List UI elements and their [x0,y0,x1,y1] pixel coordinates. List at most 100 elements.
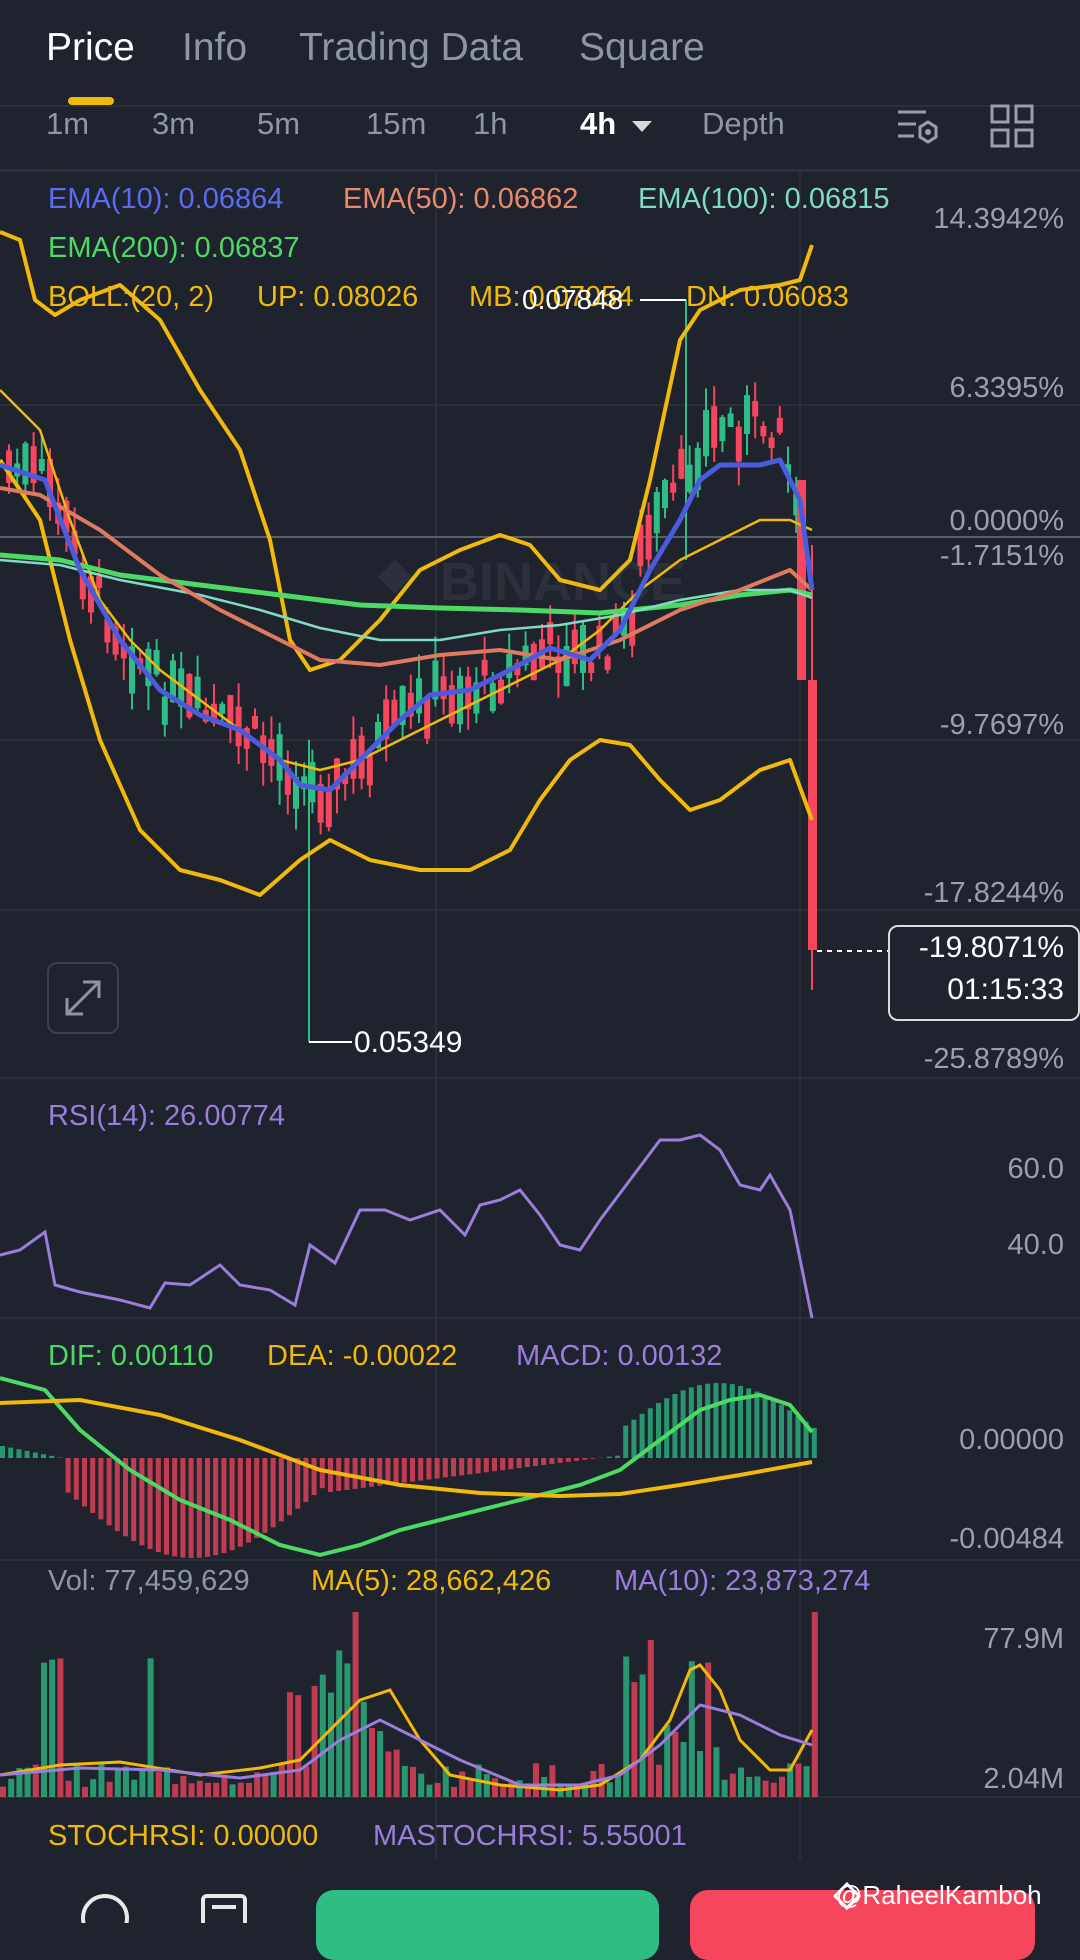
axis-label: 14.3942% [933,203,1064,236]
macd-bar [771,1400,776,1458]
candle [654,492,660,533]
volume-bar [279,1763,285,1797]
orders-icon [203,1896,245,1923]
macd-bar [533,1458,538,1466]
chat-icon [83,1896,127,1923]
macd-bar [172,1458,177,1556]
volume-bar [197,1781,203,1797]
volume-bar [41,1663,47,1797]
macd-bar [574,1458,579,1461]
volume-bar [213,1783,219,1797]
macd-bar [369,1458,374,1487]
indicator-lines [0,232,812,895]
volume-bar [66,1781,72,1797]
candle [424,697,430,739]
volume-bar [271,1772,277,1797]
macd-bar [328,1458,333,1492]
macd-bar [459,1458,464,1475]
volume-bar [590,1771,596,1797]
macd-bar [484,1458,489,1472]
macd-bar [787,1410,792,1458]
candle [678,449,684,479]
macd-bar [271,1458,276,1527]
volume-bar [394,1750,400,1797]
mastochrsi-label: MASTOCHRSI: 5.55001 [373,1820,687,1853]
volume-bar [467,1779,473,1797]
macd-bar [795,1416,800,1458]
boll-label: BOLL:(20, 2) [48,281,214,314]
macd-dea-label: DEA: -0.00022 [267,1340,457,1373]
volume-bar [640,1675,646,1797]
macd-bar [107,1458,112,1525]
candle [662,480,668,508]
candle [580,625,586,673]
macd-bar [566,1458,571,1462]
volume-bar [459,1771,465,1797]
candle [22,443,28,484]
buy-button[interactable] [316,1890,659,1960]
macd-bar [722,1383,727,1458]
volume-bar [8,1779,14,1797]
macd-value-label: MACD: 0.00132 [516,1340,722,1373]
volume-axis-label: 77.9M [983,1623,1064,1656]
candle [350,739,356,779]
candle [506,654,512,678]
macd-bar [443,1458,448,1477]
macd-bar [262,1458,267,1533]
volume-bar [697,1751,703,1797]
expand-button[interactable] [47,962,119,1034]
volume-bar [795,1764,801,1797]
candle [777,418,783,433]
ema100-label: EMA(100): 0.06815 [638,183,889,216]
macd-bar [754,1392,759,1458]
macd-bar [730,1384,735,1458]
macd-bar [16,1449,21,1458]
rsi-panel [0,1135,812,1318]
macd-bar [25,1451,30,1458]
macd-bar [57,1457,62,1458]
macd-bar [66,1458,71,1493]
volume-bar [90,1779,96,1797]
macd-bar [49,1456,54,1458]
volume-bar [205,1783,211,1797]
high-price-label: 0.07848 [522,284,623,316]
volume-bar [492,1778,498,1797]
volume-bar [131,1780,137,1797]
volume-bar [435,1783,441,1797]
macd-bar [33,1453,38,1458]
volume-bar [566,1785,572,1797]
macd-bar [90,1458,95,1513]
volume-bar [672,1732,678,1797]
volume-bar [804,1766,810,1797]
candle [687,465,693,492]
candle [326,791,332,827]
volume-bar [115,1769,121,1797]
volume-bar [238,1783,244,1797]
candle [96,576,102,588]
macd-bar [689,1387,694,1458]
macd-bar [41,1454,46,1458]
boll-dn-label: DN: 0.06083 [686,281,849,314]
volume-bar [738,1768,744,1797]
volume-bar [0,1787,6,1797]
macd-bar [451,1458,456,1476]
volume-bar [262,1774,268,1797]
macd-bar [164,1458,169,1555]
candle [195,677,201,708]
macd-bar [320,1458,325,1488]
axis-label: -9.7697% [940,709,1064,742]
stochrsi-label: STOCHRSI: 0.00000 [48,1820,318,1853]
macd-bar [115,1458,120,1531]
macd-bar [713,1383,718,1458]
volume-bar [287,1692,293,1797]
macd-bar [0,1446,5,1458]
macd-bar [467,1458,472,1474]
macd-bar [213,1458,218,1555]
volume-bar [607,1782,613,1797]
macd-bar [410,1458,415,1482]
macd-bar [156,1458,161,1552]
macd-bar [607,1457,612,1458]
macd-bar [287,1458,292,1515]
volume-bar [689,1661,695,1797]
macd-bar [394,1458,399,1484]
